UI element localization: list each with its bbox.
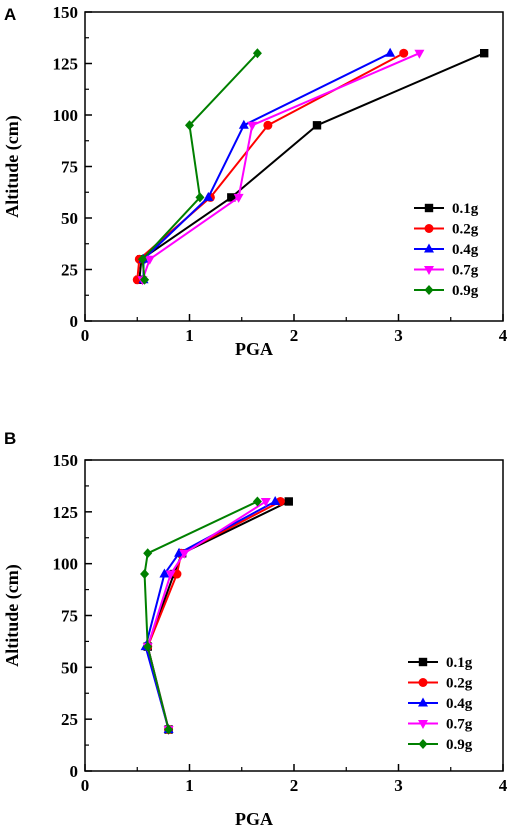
plot-frame <box>84 459 504 772</box>
legend: 0.1g 0.2g 0.4g 0.7g 0.9g <box>414 201 479 299</box>
panel-letter: A <box>4 5 16 24</box>
series-0.4g <box>138 47 396 284</box>
x-tick-label: 3 <box>394 776 403 795</box>
legend-marker <box>418 739 428 749</box>
x-tick-label: 2 <box>290 326 299 345</box>
data-point <box>227 193 236 202</box>
series-line <box>141 52 420 281</box>
legend-label: 0.1g <box>452 201 479 217</box>
data-point <box>385 47 396 57</box>
data-point <box>174 547 185 557</box>
data-point <box>312 121 322 130</box>
y-tick-label: 25 <box>61 261 78 280</box>
chart-panel-b: B 0 1 2 3 4 0 25 50 75 100 125 150 PGA Altitude (cm) 0.… <box>2 429 508 829</box>
y-tick-label: 150 <box>53 451 79 470</box>
legend-label: 0.7g <box>446 717 473 733</box>
y-axis-title: Altitude (cm) <box>2 564 23 666</box>
data-point <box>195 192 205 203</box>
y-tick-label: 125 <box>53 55 79 74</box>
x-tick-label: 0 <box>81 326 90 345</box>
y-tick-label: 75 <box>61 607 78 626</box>
legend-marker <box>418 678 428 687</box>
x-tick-label: 3 <box>394 326 403 345</box>
data-point <box>140 274 150 285</box>
data-point <box>399 48 409 58</box>
x-tick-label: 4 <box>499 776 508 795</box>
y-tick-label: 25 <box>61 710 78 729</box>
legend-marker <box>424 243 434 253</box>
data-point <box>179 549 190 559</box>
y-tick-label: 125 <box>53 503 79 522</box>
y-axis-title: Altitude (cm) <box>2 115 23 217</box>
data-point <box>270 495 281 505</box>
data-point <box>479 49 489 58</box>
y-tick-label: 50 <box>61 658 78 677</box>
y-tick-label: 100 <box>53 555 79 574</box>
x-axis-title: PGA <box>235 339 273 359</box>
y-tick-label: 150 <box>53 3 79 22</box>
series-line <box>143 500 258 730</box>
data-point <box>140 569 150 580</box>
data-point <box>159 568 170 578</box>
legend-label: 0.2g <box>446 676 473 692</box>
legend-marker <box>418 697 428 707</box>
x-tick-label: 4 <box>499 326 508 345</box>
x-tick-label: 0 <box>81 776 90 795</box>
legend-marker <box>424 224 434 233</box>
data-point <box>247 121 258 131</box>
x-tick-label: 1 <box>185 326 194 345</box>
data-point <box>165 570 176 580</box>
legend-marker <box>424 285 434 295</box>
legend-marker <box>418 657 428 667</box>
data-point <box>260 497 271 507</box>
legend-label: 0.4g <box>446 696 473 712</box>
data-point <box>252 496 262 507</box>
data-point <box>185 120 194 131</box>
series-0.9g <box>137 48 262 285</box>
data-point <box>414 49 425 59</box>
series-line <box>136 52 405 280</box>
y-tick-label: 50 <box>61 209 78 228</box>
series-0.9g <box>140 496 262 735</box>
x-tick-label: 1 <box>185 776 194 795</box>
legend-label: 0.9g <box>446 737 473 753</box>
chart-panel-a: A 0 1 2 3 4 0 25 50 75 100 125 150 PGA Altitude (cm) 0.… <box>2 3 508 359</box>
series-line <box>146 500 290 730</box>
data-point <box>233 193 244 203</box>
series-line <box>146 500 267 730</box>
legend: 0.1g 0.2g 0.4g 0.7g 0.9g <box>408 655 473 753</box>
y-tick-label: 0 <box>70 762 79 781</box>
data-point <box>263 120 273 130</box>
data-point <box>143 548 153 559</box>
series-line <box>138 52 485 280</box>
legend-label: 0.1g <box>446 655 473 671</box>
y-tick-label: 75 <box>61 158 78 177</box>
data-point <box>203 191 214 201</box>
legend-marker <box>418 720 428 729</box>
series-line <box>146 500 281 730</box>
data-point <box>252 48 262 59</box>
legend-marker <box>424 266 434 275</box>
x-axis-title: PGA <box>235 809 273 829</box>
legend-label: 0.4g <box>452 242 479 258</box>
legend-label: 0.9g <box>452 283 479 299</box>
legend-label: 0.2g <box>452 222 479 238</box>
series-0.2g <box>143 496 285 735</box>
panel-letter: B <box>4 429 16 448</box>
y-tick-label: 100 <box>53 106 79 125</box>
data-point <box>164 724 174 735</box>
data-point <box>144 255 155 265</box>
y-tick-label: 0 <box>70 312 79 331</box>
data-point <box>284 497 293 506</box>
series-0.2g <box>132 48 409 285</box>
data-point <box>238 119 249 129</box>
legend-label: 0.7g <box>452 263 479 279</box>
series-0.7g <box>137 49 425 286</box>
data-point <box>137 254 147 265</box>
legend-marker <box>424 203 434 213</box>
data-point <box>143 641 153 652</box>
x-tick-label: 2 <box>290 776 299 795</box>
plot-frame <box>84 11 504 322</box>
